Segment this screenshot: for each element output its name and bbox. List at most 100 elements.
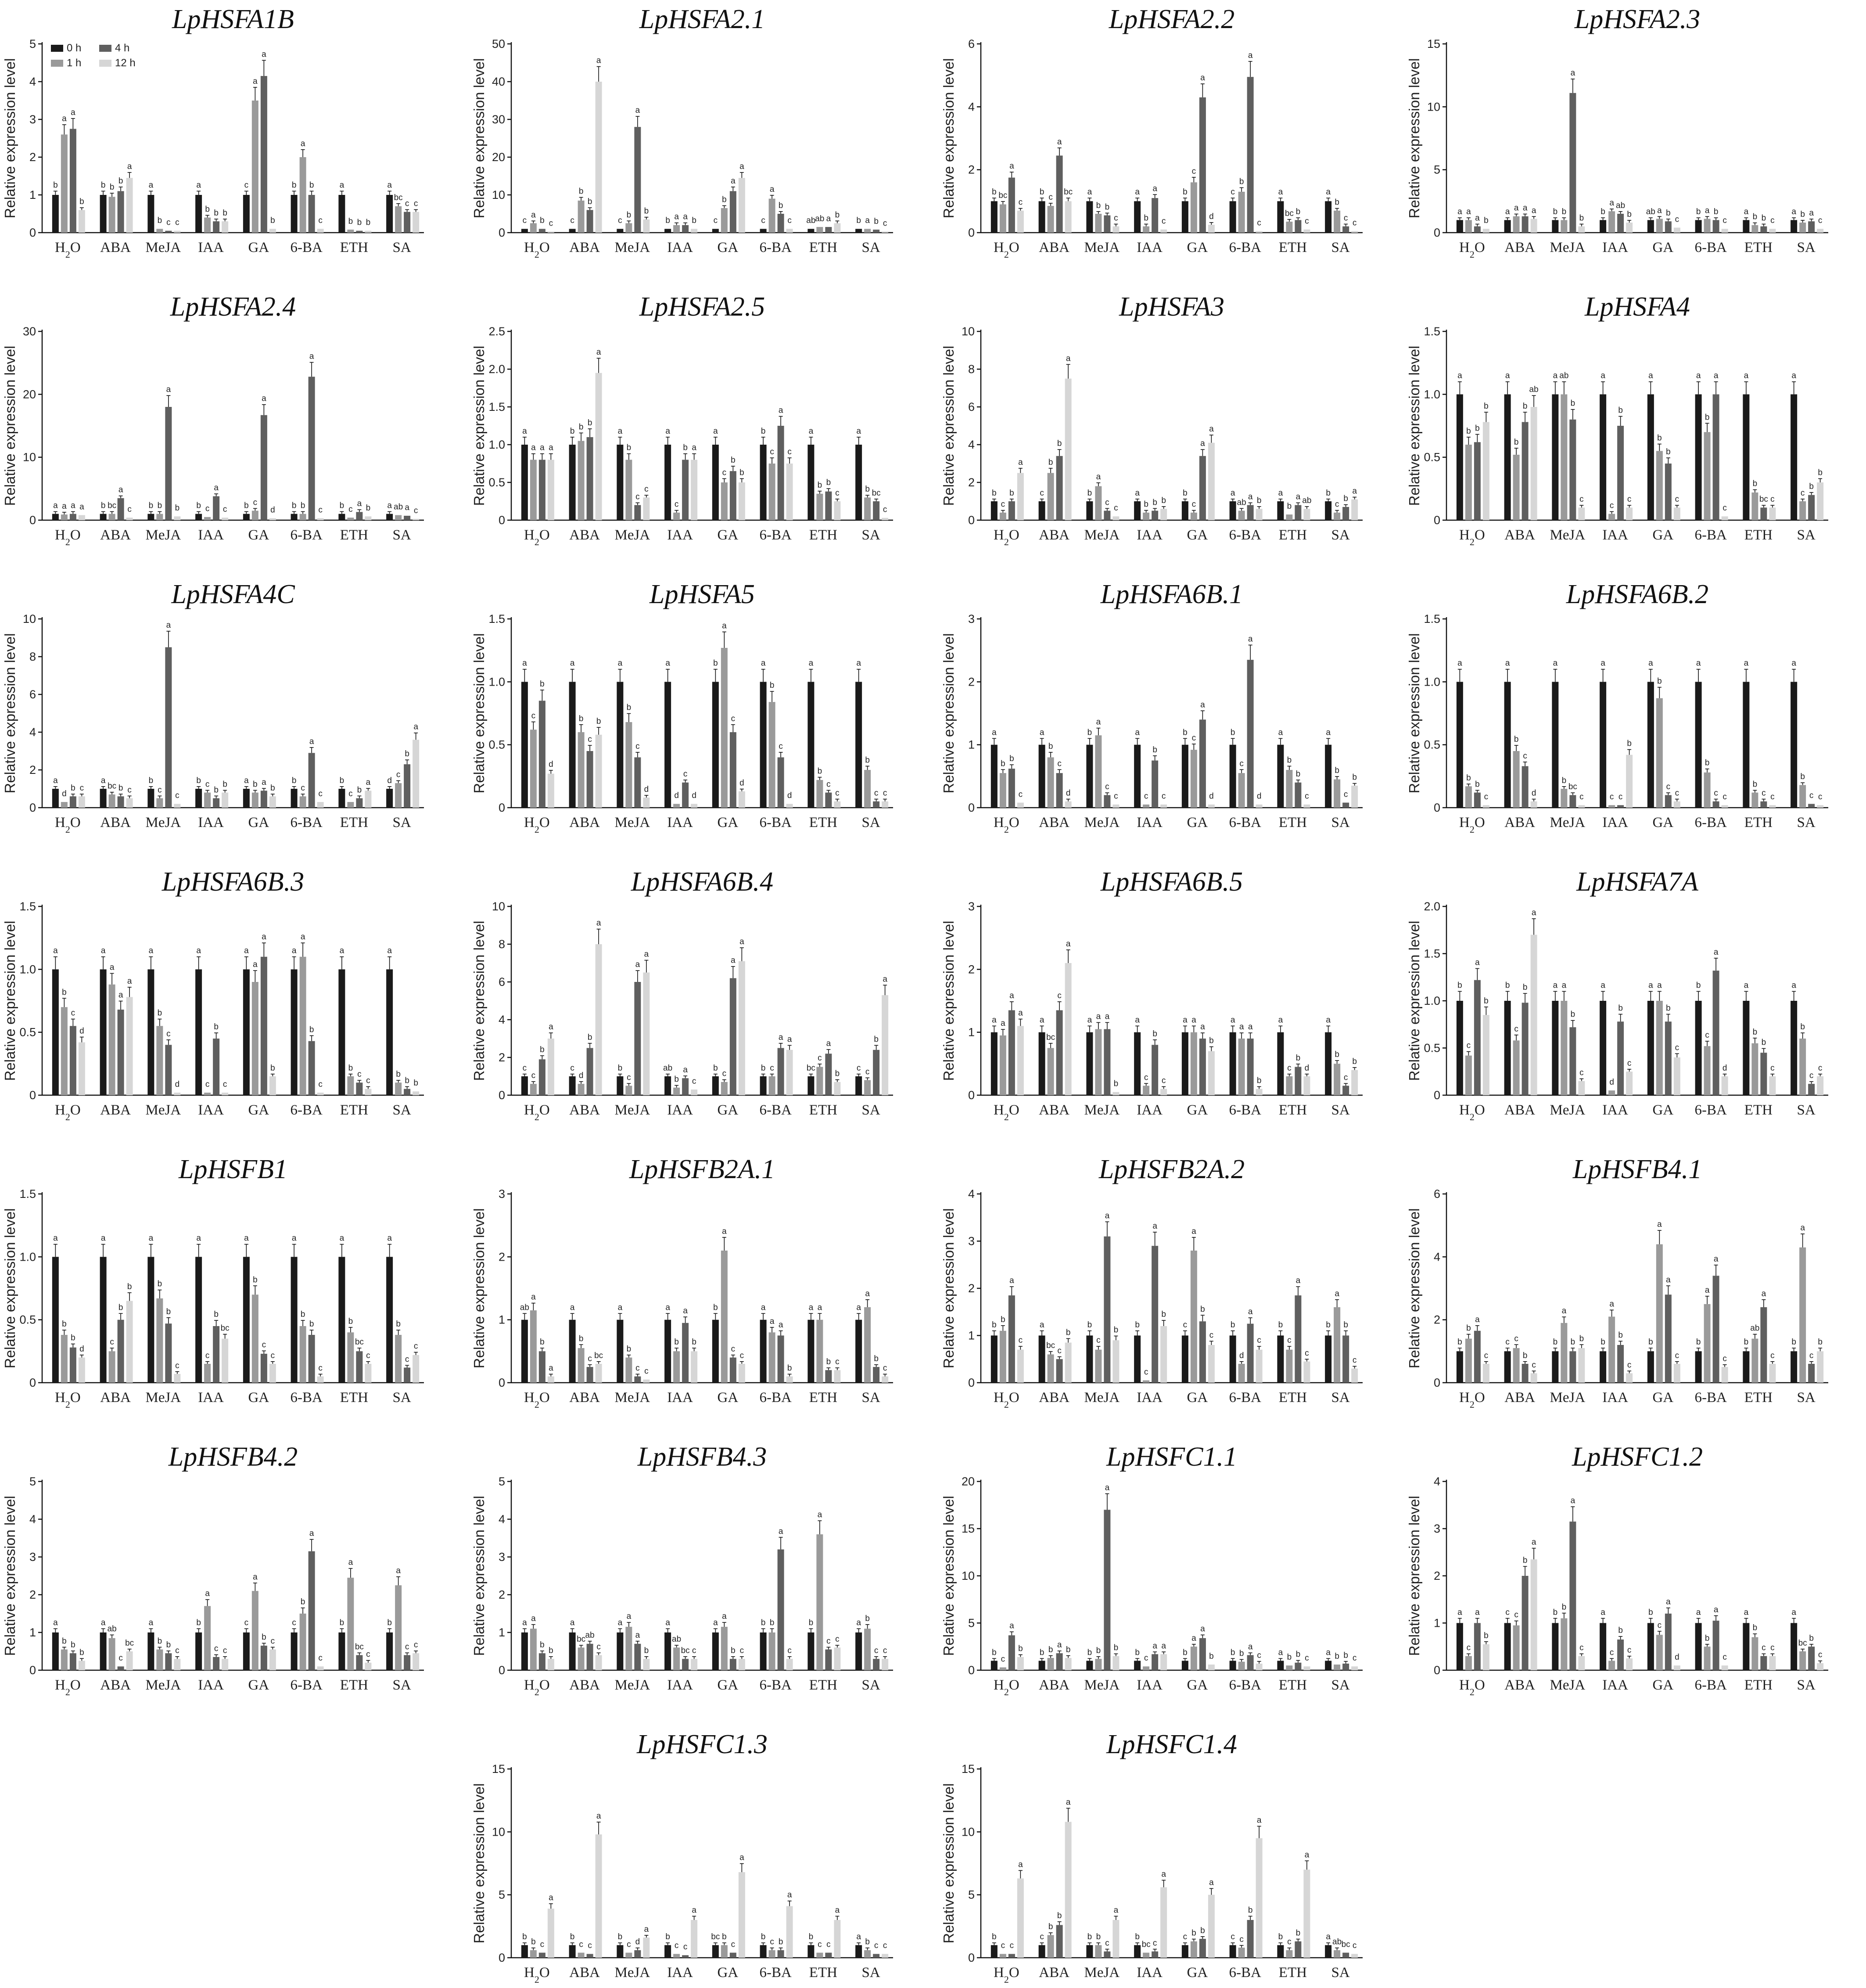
bar-meja-0h	[1086, 1335, 1093, 1383]
bar-6-ba-0h	[291, 195, 298, 233]
x-category-label: ABA	[1504, 240, 1535, 255]
significance-letter: a	[1505, 371, 1510, 381]
significance-letter: c	[205, 1351, 210, 1360]
bar-h2o-12h	[547, 1659, 554, 1670]
bar-eth-12h	[834, 1647, 841, 1670]
significance-letter: c	[1818, 792, 1823, 802]
bar-aba-1h	[108, 1638, 115, 1670]
bar-aba-4h	[586, 751, 593, 808]
significance-letter: c	[1257, 218, 1261, 227]
x-category-label: H2O	[994, 240, 1019, 260]
bar-h2o-0h	[1456, 220, 1463, 233]
x-category-label: IAA	[1137, 1390, 1163, 1406]
bar-meja-1h	[1095, 1349, 1102, 1383]
bar-sa-12h	[413, 1653, 420, 1670]
x-category-label: IAA	[667, 815, 693, 830]
bar-h2o-0h	[1456, 1623, 1463, 1670]
y-tick-label: 0	[968, 1089, 975, 1102]
bar-eth-0h	[1277, 744, 1284, 808]
bar-meja-1h	[156, 1298, 163, 1383]
y-tick-label: 0	[1434, 1664, 1440, 1677]
significance-letter: b	[1087, 1932, 1092, 1941]
bar-meja-0h	[1552, 1351, 1559, 1383]
significance-letter: c	[835, 489, 840, 498]
bar-ga-12h	[738, 1872, 745, 1958]
bar-meja-12h	[643, 1938, 650, 1958]
significance-letter: b	[366, 218, 371, 227]
y-tick-label: 0	[499, 1376, 505, 1389]
significance-letter: c	[740, 1646, 744, 1655]
bar-h2o-0h	[1456, 682, 1463, 808]
significance-letter: c	[244, 180, 249, 190]
bar-iaa-4h	[1152, 1246, 1159, 1383]
significance-letter: a	[1457, 1608, 1462, 1617]
bar-iaa-4h	[213, 1039, 220, 1095]
bar-meja-4h	[1104, 795, 1111, 808]
bar-ga-0h	[1181, 1661, 1188, 1670]
bar-sa-0h	[1791, 682, 1798, 808]
significance-letter: bc	[1798, 1639, 1807, 1648]
bar-meja-0h	[147, 514, 154, 520]
significance-letter: b	[1040, 187, 1044, 197]
significance-letter: c	[1770, 792, 1775, 802]
significance-letter: a	[1791, 981, 1796, 990]
bar-iaa-0h	[1134, 744, 1141, 808]
significance-letter: a	[149, 180, 154, 190]
x-category-label: MeJA	[146, 1102, 181, 1118]
significance-letter: c	[1019, 1336, 1023, 1345]
bar-6-ba-0h	[1695, 394, 1702, 520]
significance-letter: c	[127, 785, 132, 794]
bar-eth-4h	[825, 491, 832, 520]
bar-h2o-1h	[1465, 1055, 1472, 1095]
y-tick-label: 0	[29, 226, 36, 239]
significance-letter: d	[1209, 212, 1214, 221]
bar-meja-4h	[1104, 510, 1111, 520]
bar-eth-0h	[1743, 682, 1750, 808]
bar-meja-1h	[625, 1086, 632, 1095]
significance-letter: a	[127, 977, 132, 986]
significance-letter: b	[1618, 1330, 1623, 1340]
bar-eth-4h	[1295, 1295, 1302, 1383]
bar-ga-1h	[721, 1627, 728, 1670]
significance-letter: a	[196, 180, 201, 190]
bar-sa-1h	[1799, 1039, 1806, 1095]
significance-letter: c	[318, 506, 323, 515]
bar-meja-1h	[625, 460, 632, 520]
significance-letter: d	[549, 760, 553, 769]
significance-letter: b	[1466, 773, 1471, 783]
legend-label: 1 h	[67, 57, 81, 69]
bar-iaa-4h	[682, 1078, 689, 1095]
x-category-label: GA	[1187, 1677, 1208, 1693]
bar-iaa-12h	[222, 792, 229, 808]
bar-6-ba-4h	[1247, 77, 1254, 233]
significance-letter: b	[1514, 735, 1519, 744]
bar-meja-0h	[1086, 744, 1093, 808]
significance-letter: a	[262, 778, 266, 787]
significance-letter: a	[549, 1893, 553, 1902]
significance-letter: a	[149, 1234, 154, 1243]
significance-letter: b	[348, 1064, 353, 1073]
significance-letter: a	[53, 946, 58, 956]
bar-iaa-0h	[1600, 682, 1607, 808]
significance-letter: a	[1018, 458, 1023, 467]
significance-letter: a	[1744, 1608, 1749, 1617]
significance-letter: c	[531, 1071, 536, 1080]
x-category-label: SA	[862, 240, 880, 255]
bar-6-ba-4h	[777, 426, 784, 520]
significance-letter: b	[196, 501, 201, 510]
significance-letter: b	[166, 1640, 171, 1650]
y-axis-label: Relative expression level	[471, 1495, 487, 1656]
y-tick-label: 0.5	[1424, 1042, 1440, 1055]
bar-ga-1h	[1656, 219, 1663, 233]
significance-letter: a	[618, 1303, 623, 1312]
significance-letter: a	[196, 946, 201, 956]
significance-letter: a	[665, 427, 670, 436]
bar-6-ba-0h	[760, 445, 767, 520]
significance-letter: a	[531, 210, 536, 219]
y-tick-label: 0	[968, 226, 975, 239]
significance-letter: a	[1161, 1869, 1166, 1879]
bar-sa-0h	[855, 229, 862, 233]
bar-h2o-0h	[52, 1632, 59, 1670]
significance-letter: b	[357, 785, 362, 794]
